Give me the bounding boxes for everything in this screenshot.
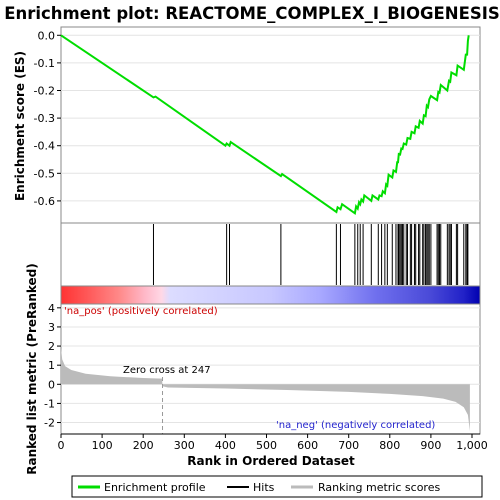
enrichment-profile-line xyxy=(60,34,470,216)
metric-y-tick-label: 0 xyxy=(48,378,55,391)
zero-cross-label: Zero cross at 247 xyxy=(123,365,211,376)
x-tick-label: 100 xyxy=(92,439,113,452)
metric-y-tick-label: 3 xyxy=(48,321,55,334)
es-y-axis-label: Enrichment score (ES) xyxy=(13,51,27,201)
x-tick-label: 600 xyxy=(297,439,318,452)
es-y-axis: 0.0 -0.1 -0.2 -0.3 -0.4 -0.5 -0.6 xyxy=(34,29,61,208)
es-y-tick-label: -0.2 xyxy=(34,84,55,97)
legend-box xyxy=(71,475,483,498)
x-tick-label: 500 xyxy=(256,439,277,452)
hits-panel-frame xyxy=(60,222,481,287)
es-y-tick-label: -0.3 xyxy=(34,112,55,125)
x-tick-label: 700 xyxy=(338,439,359,452)
x-tick-label: 300 xyxy=(174,439,195,452)
es-y-tick-label: -0.1 xyxy=(34,57,55,70)
negative-correlation-label: 'na_neg' (negatively correlated) xyxy=(276,420,435,431)
es-gridlines xyxy=(61,34,480,202)
x-tick-label: 900 xyxy=(420,439,441,452)
metric-y-axis: 4 3 2 1 0 -1 -2 xyxy=(44,302,61,430)
es-y-tick-label: -0.5 xyxy=(34,167,55,180)
metric-y-axis-label: Ranked list metric (PreRanked) xyxy=(25,263,39,475)
metric-x-axis: 0 100 200 300 400 500 600 700 800 900 1,000 xyxy=(58,433,488,452)
chart-title: Enrichment plot: REACTOME_COMPLEX_I_BIOG… xyxy=(4,4,500,23)
positive-correlation-label: 'na_pos' (positively correlated) xyxy=(64,306,218,317)
metric-gridlines xyxy=(61,307,480,424)
metric-y-tick-label: -1 xyxy=(44,397,55,410)
ranking-metric-area xyxy=(61,348,470,432)
es-panel-frame xyxy=(60,26,481,224)
metric-y-tick-label: -2 xyxy=(44,417,55,430)
x-axis-label: Rank in Ordered Dataset xyxy=(187,454,355,468)
legend-label-hits: Hits xyxy=(253,481,275,494)
hits-marks xyxy=(152,224,469,285)
x-tick-label: 200 xyxy=(133,439,154,452)
legend-label-enrichment: Enrichment profile xyxy=(104,481,206,494)
rank-color-bar xyxy=(60,285,481,305)
x-tick-label: 0 xyxy=(58,439,65,452)
es-y-tick-label: -0.6 xyxy=(34,195,55,208)
x-tick-label: 800 xyxy=(379,439,400,452)
x-tick-label: 1,000 xyxy=(456,439,488,452)
legend-label-metric: Ranking metric scores xyxy=(318,481,440,494)
metric-y-tick-label: 1 xyxy=(48,359,55,372)
metric-y-tick-label: 2 xyxy=(48,340,55,353)
metric-y-tick-label: 4 xyxy=(48,302,55,315)
x-tick-label: 400 xyxy=(215,439,236,452)
es-y-tick-label: -0.4 xyxy=(34,140,55,153)
es-y-tick-label: 0.0 xyxy=(38,29,56,42)
